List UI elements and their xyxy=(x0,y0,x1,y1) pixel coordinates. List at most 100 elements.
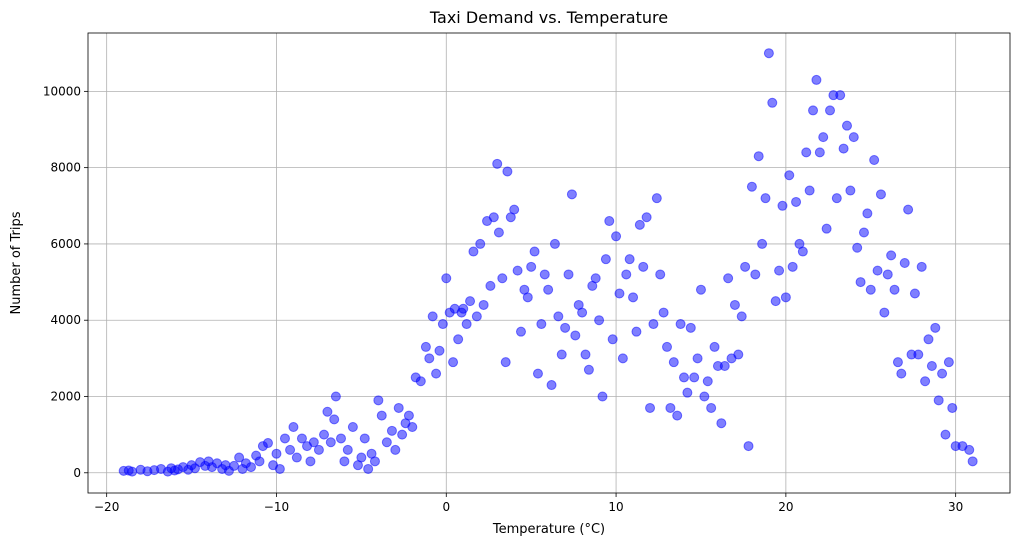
point xyxy=(543,284,554,295)
point xyxy=(937,368,948,379)
point xyxy=(431,368,442,379)
point xyxy=(947,402,958,413)
point xyxy=(702,376,713,387)
point xyxy=(692,353,703,364)
plot-frame xyxy=(87,32,1011,494)
point xyxy=(804,185,815,196)
point xyxy=(777,200,788,211)
point xyxy=(763,48,774,59)
point xyxy=(750,269,761,280)
point xyxy=(453,334,464,345)
point xyxy=(471,311,482,322)
point xyxy=(753,151,764,162)
point xyxy=(296,433,307,444)
point xyxy=(862,208,873,219)
point xyxy=(441,273,452,284)
point xyxy=(651,193,662,204)
point xyxy=(780,292,791,303)
point xyxy=(381,437,392,448)
point xyxy=(740,261,751,272)
point xyxy=(624,254,635,265)
y-tick-label: 2000 xyxy=(50,389,81,403)
x-tick-label: 0 xyxy=(442,500,450,514)
point xyxy=(655,269,666,280)
point xyxy=(675,319,686,330)
point xyxy=(770,296,781,307)
point xyxy=(760,193,771,204)
point xyxy=(339,456,350,467)
y-tick-label: 4000 xyxy=(50,313,81,327)
point xyxy=(376,410,387,421)
point xyxy=(279,433,290,444)
point xyxy=(767,97,778,108)
point xyxy=(658,307,669,318)
point xyxy=(590,273,601,284)
point xyxy=(526,261,537,272)
point xyxy=(869,155,880,166)
point xyxy=(913,349,924,360)
point xyxy=(774,265,785,276)
point xyxy=(271,448,282,459)
point xyxy=(665,402,676,413)
point xyxy=(797,246,808,257)
point xyxy=(254,456,265,467)
point xyxy=(933,395,944,406)
point xyxy=(369,456,380,467)
point xyxy=(356,452,367,463)
point xyxy=(889,284,900,295)
point xyxy=(689,372,700,383)
point xyxy=(852,242,863,253)
point xyxy=(246,462,257,473)
point xyxy=(791,196,802,207)
point xyxy=(560,322,571,333)
point xyxy=(475,238,486,249)
point xyxy=(896,368,907,379)
point xyxy=(329,414,340,425)
point xyxy=(695,284,706,295)
point xyxy=(325,437,336,448)
point xyxy=(716,418,727,429)
point xyxy=(600,254,611,265)
point xyxy=(709,341,720,352)
point xyxy=(964,444,975,455)
point xyxy=(342,444,353,455)
x-tick-label: 30 xyxy=(948,500,963,514)
point xyxy=(808,105,819,116)
point xyxy=(448,357,459,368)
x-tick-label: 20 xyxy=(778,500,793,514)
point xyxy=(886,250,897,261)
point xyxy=(814,147,825,158)
point xyxy=(614,288,625,299)
point xyxy=(628,292,639,303)
point xyxy=(285,444,296,455)
x-tick-label: −10 xyxy=(264,500,289,514)
point xyxy=(465,296,476,307)
point xyxy=(539,269,550,280)
point xyxy=(522,292,533,303)
point xyxy=(746,181,757,192)
point xyxy=(841,120,852,131)
point xyxy=(274,463,285,474)
point xyxy=(682,387,693,398)
point xyxy=(920,376,931,387)
point xyxy=(335,433,346,444)
point xyxy=(865,284,876,295)
point xyxy=(923,334,934,345)
point xyxy=(879,307,890,318)
point xyxy=(845,185,856,196)
y-tick-label: 8000 xyxy=(50,161,81,175)
point xyxy=(437,319,448,330)
point xyxy=(916,261,927,272)
point xyxy=(488,212,499,223)
point xyxy=(127,466,138,477)
point xyxy=(532,368,543,379)
point xyxy=(597,391,608,402)
point xyxy=(825,105,836,116)
point xyxy=(305,456,316,467)
point xyxy=(570,330,581,341)
point xyxy=(563,269,574,280)
point xyxy=(262,438,273,449)
point xyxy=(835,90,846,101)
